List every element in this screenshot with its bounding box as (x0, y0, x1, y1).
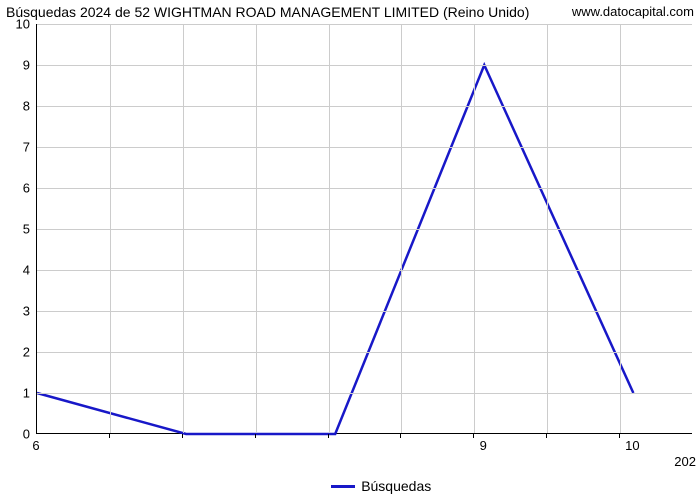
x-axis-label: 6 (32, 438, 39, 453)
gridline-vertical (474, 24, 475, 433)
gridline-vertical (547, 24, 548, 433)
gridline-vertical (256, 24, 257, 433)
y-axis-label: 5 (23, 222, 30, 237)
x-minor-tick (400, 434, 401, 438)
y-axis-label: 6 (23, 181, 30, 196)
data-series-line (37, 65, 633, 434)
gridline-horizontal (37, 65, 692, 66)
x-axis-label: 9 (480, 438, 487, 453)
gridline-horizontal (37, 229, 692, 230)
x-minor-tick (619, 434, 620, 438)
gridline-horizontal (37, 270, 692, 271)
y-axis-label: 10 (16, 17, 30, 32)
legend: Búsquedas (331, 478, 431, 494)
gridline-vertical (183, 24, 184, 433)
x-minor-tick (109, 434, 110, 438)
x-right-caption: 202 (674, 454, 696, 469)
y-axis-label: 9 (23, 58, 30, 73)
y-axis-label: 0 (23, 427, 30, 442)
gridline-horizontal (37, 188, 692, 189)
chart-title: Búsquedas 2024 de 52 WIGHTMAN ROAD MANAG… (6, 4, 529, 20)
x-minor-tick (182, 434, 183, 438)
y-axis-label: 3 (23, 304, 30, 319)
plot-area (36, 24, 692, 434)
x-minor-tick (255, 434, 256, 438)
legend-label: Búsquedas (361, 478, 431, 494)
y-axis-label: 8 (23, 99, 30, 114)
gridline-horizontal (37, 24, 692, 25)
gridline-horizontal (37, 352, 692, 353)
x-minor-tick (328, 434, 329, 438)
y-axis-label: 2 (23, 345, 30, 360)
gridline-horizontal (37, 393, 692, 394)
y-axis-label: 7 (23, 140, 30, 155)
y-axis-label: 1 (23, 386, 30, 401)
x-axis-label: 10 (625, 438, 639, 453)
watermark: www.datocapital.com (572, 4, 694, 19)
gridline-horizontal (37, 311, 692, 312)
gridline-vertical (329, 24, 330, 433)
legend-swatch (331, 485, 355, 488)
x-minor-tick (473, 434, 474, 438)
gridline-vertical (620, 24, 621, 433)
y-axis-label: 4 (23, 263, 30, 278)
gridline-horizontal (37, 147, 692, 148)
x-minor-tick (546, 434, 547, 438)
gridline-vertical (401, 24, 402, 433)
gridline-vertical (110, 24, 111, 433)
gridline-horizontal (37, 106, 692, 107)
